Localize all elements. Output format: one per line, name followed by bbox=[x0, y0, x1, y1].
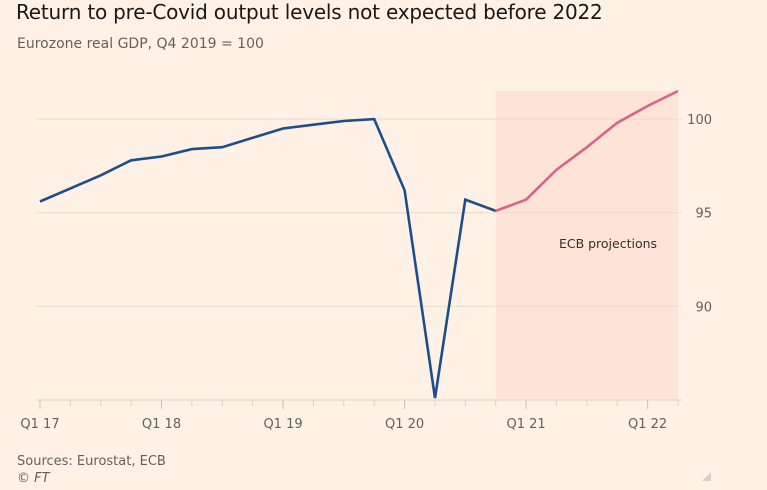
x-tick-label: Q1 18 bbox=[142, 417, 181, 432]
chart-subtitle: Eurozone real GDP, Q4 2019 = 100 bbox=[17, 36, 264, 52]
copyright-note: © FT bbox=[17, 471, 50, 486]
x-tick-label: Q1 20 bbox=[385, 417, 424, 432]
resize-handle-icon bbox=[702, 472, 711, 481]
projection-label: ECB projections bbox=[559, 236, 657, 251]
x-tick-label: Q1 21 bbox=[507, 417, 546, 432]
x-tick-label: Q1 22 bbox=[628, 417, 667, 432]
y-tick-label: 90 bbox=[695, 300, 712, 315]
x-tick-label: Q1 19 bbox=[263, 417, 302, 432]
projection-shade bbox=[495, 91, 678, 400]
series-line-ecb-projections bbox=[495, 89, 679, 213]
y-tick-label: 95 bbox=[695, 207, 712, 222]
source-note: Sources: Eurostat, ECB bbox=[17, 454, 166, 469]
chart-title: Return to pre-Covid output levels not ex… bbox=[16, 0, 603, 24]
x-tick-label: Q1 17 bbox=[20, 417, 59, 432]
y-tick-label: 100 bbox=[687, 113, 712, 128]
series-line-actual bbox=[39, 117, 497, 399]
